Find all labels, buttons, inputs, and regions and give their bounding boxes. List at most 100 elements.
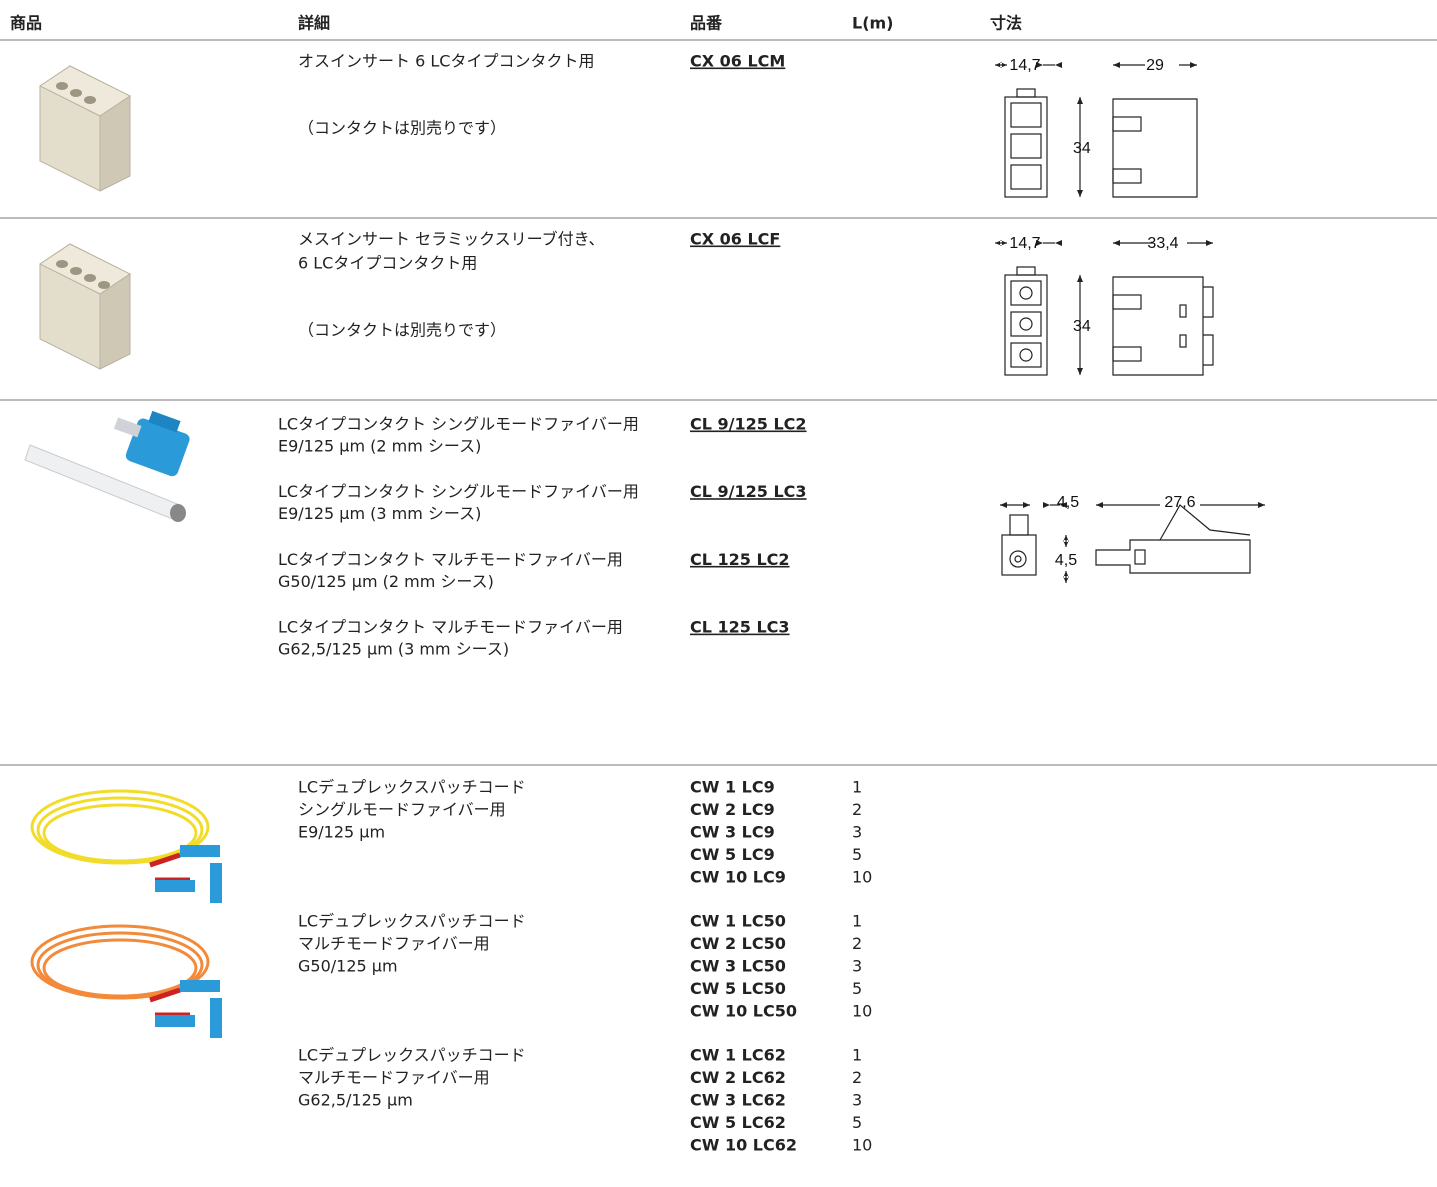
side-latch: [1159, 504, 1251, 541]
part-number: CW 3 LC9: [690, 823, 775, 842]
label-bg: [1160, 495, 1200, 511]
part-number: CX 06 LCF: [690, 230, 780, 249]
side-slot: [1179, 304, 1187, 318]
arrow: [1063, 571, 1069, 583]
part-number: CW 1 LC62: [690, 1046, 786, 1065]
label-bg: [1145, 57, 1179, 73]
socket: [70, 267, 82, 275]
side-tab: [1203, 286, 1214, 366]
part-number: CL 9/125 LC2: [690, 415, 807, 434]
part-number: CW 3 LC62: [690, 1091, 786, 1110]
detail-text: 6 LCタイプコンタクト用: [298, 254, 477, 273]
detail-text: LCデュプレックスパッチコード: [298, 778, 526, 797]
dimension-label: 33,4: [1147, 235, 1178, 252]
dimension-drawing: 14,7 34 29: [995, 57, 1198, 198]
length: 5: [852, 979, 862, 998]
column-header: 商品: [10, 14, 42, 33]
lc-connector: [210, 863, 222, 903]
side-view: [1095, 539, 1251, 574]
ferrule: [1009, 550, 1027, 568]
part-number: CL 9/125 LC3: [690, 482, 807, 501]
product-image: [24, 410, 190, 522]
cable-loop: [42, 938, 198, 998]
dimension-label: 4,5: [1057, 494, 1079, 511]
socket: [98, 281, 110, 289]
hole: [1019, 286, 1033, 300]
side-slot: [1112, 346, 1142, 362]
cavity: [1010, 164, 1042, 190]
length: 10: [852, 1136, 872, 1155]
length: 1: [852, 778, 862, 797]
cavity: [1010, 311, 1042, 337]
cable-loop: [42, 803, 198, 863]
ferrule-core: [1014, 555, 1022, 563]
insert-side: [99, 273, 131, 370]
lc-connector: [210, 998, 222, 1038]
socket: [70, 89, 82, 97]
socket: [56, 260, 68, 268]
lc-connector: [155, 880, 195, 892]
front-top: [1009, 514, 1029, 536]
lc-body: [125, 418, 190, 477]
length: 2: [852, 800, 862, 819]
lc-ferrule: [113, 417, 142, 438]
product-image: [30, 924, 222, 1038]
arrow: [1043, 502, 1067, 508]
column-header: 詳細: [298, 14, 330, 33]
part-number: CW 3 LC50: [690, 957, 786, 976]
part-number: CW 5 LC62: [690, 1113, 786, 1132]
detail-text: オスインサート 6 LCタイプコンタクト用: [298, 52, 594, 71]
arrow: [1036, 240, 1062, 246]
column-header: 品番: [690, 14, 723, 33]
column-header: L(m): [852, 14, 894, 33]
lc-latch: [148, 410, 181, 433]
arrow: [1000, 502, 1030, 508]
insert-side: [99, 95, 131, 192]
dimension-drawing: 14,7 34 33,4: [995, 235, 1214, 376]
length: 2: [852, 1068, 862, 1087]
part-number: CW 10 LC50: [690, 1002, 797, 1021]
part-number: CW 1 LC50: [690, 912, 786, 931]
detail-text: マルチモードファイバー用: [298, 1068, 490, 1087]
detail-note: （コンタクトは別売りです）: [298, 321, 506, 340]
arrow: [1063, 535, 1069, 547]
part-number: CW 2 LC62: [690, 1068, 786, 1087]
length: 10: [852, 868, 872, 887]
detail-text: E9/125 µm (2 mm シース): [278, 437, 481, 456]
length: 1: [852, 1046, 862, 1065]
detail-text: G62,5/125 µm: [298, 1091, 413, 1110]
dimension-label: 14,7: [1009, 235, 1040, 252]
part-number: CL 125 LC3: [690, 618, 790, 637]
front-top: [1016, 266, 1036, 276]
detail-text: G62,5/125 µm (3 mm シース): [278, 640, 509, 659]
side-view: [1112, 98, 1198, 198]
socket: [56, 82, 68, 90]
part-number: CW 2 LC50: [690, 934, 786, 953]
detail-note: （コンタクトは別売りです）: [298, 119, 506, 138]
arrow: [995, 240, 1007, 246]
lc-connector: [180, 980, 220, 992]
arrow: [995, 62, 1007, 68]
lc-connector: [180, 845, 220, 857]
side-window: [1134, 549, 1146, 565]
dimension-drawing: 4,5 4,5 27,6: [1000, 494, 1265, 583]
dimension-label: 27,6: [1164, 494, 1195, 511]
side-slot: [1112, 168, 1142, 184]
dimension-label: 29: [1146, 57, 1164, 74]
length: 3: [852, 1091, 862, 1110]
part-number: CW 2 LC9: [690, 800, 775, 819]
part-number: CW 5 LC9: [690, 845, 775, 864]
detail-text: E9/125 µm: [298, 823, 385, 842]
cavity: [1010, 133, 1042, 159]
detail-text: LCデュプレックスパッチコード: [298, 1046, 526, 1065]
hole: [1019, 348, 1033, 362]
front-top: [1016, 88, 1036, 98]
side-view: [1112, 276, 1204, 376]
length: 10: [852, 1002, 872, 1021]
lc-connector: [155, 1015, 195, 1027]
dimension-label: 34: [1073, 318, 1091, 335]
detail-text: メスインサート セラミックスリーブ付き、: [298, 230, 605, 249]
length: 5: [852, 845, 862, 864]
